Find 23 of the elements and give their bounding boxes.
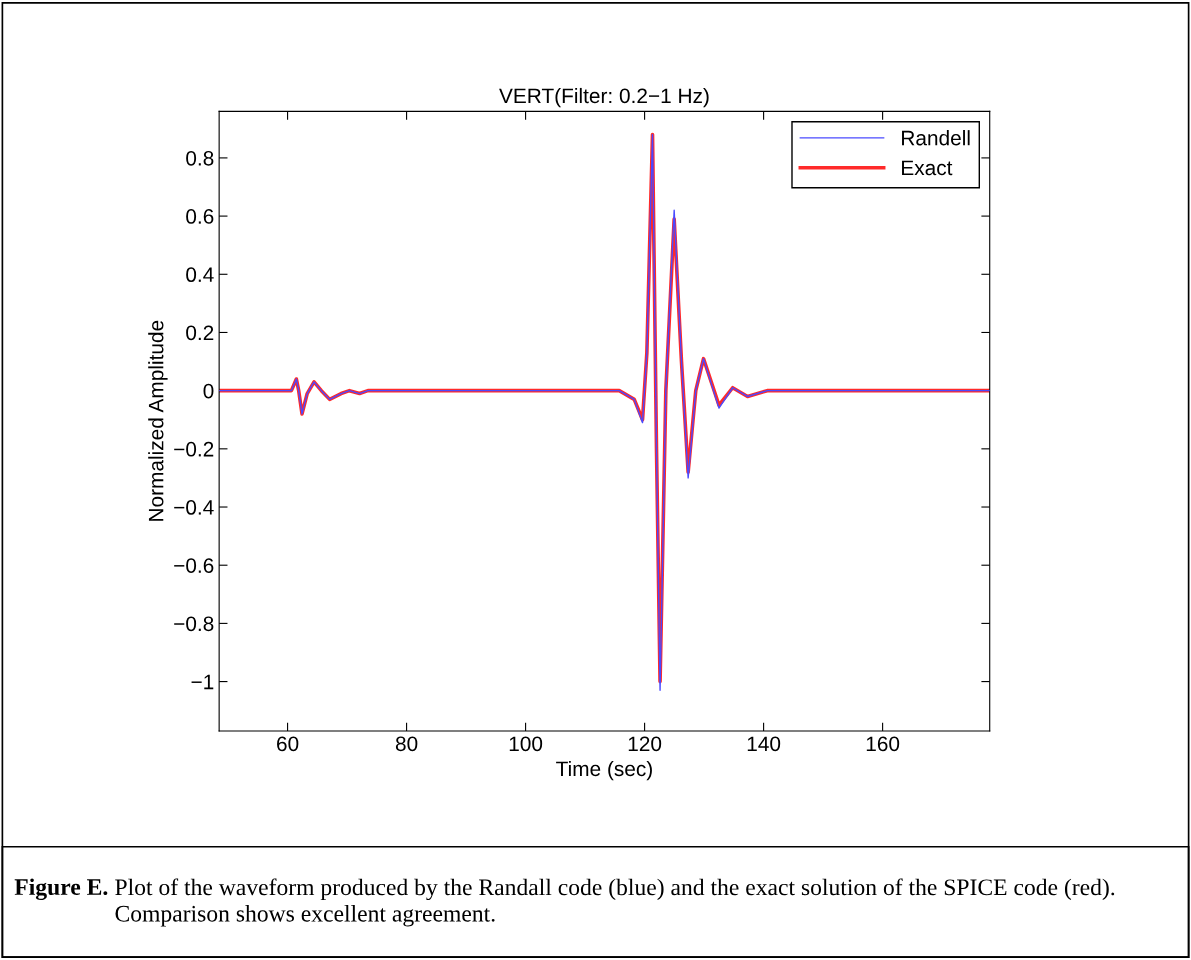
x-tick-label: 60 xyxy=(277,736,299,752)
y-tick-label: −0.2 xyxy=(174,441,214,457)
y-tick-label: 0 xyxy=(203,383,214,399)
text: Plot of the waveform produced by the Randall code (blue) and the exact solution of the SPICE code (red). Comparison shows excellent agreement. xyxy=(115,878,1115,927)
y-tick-label: −0.8 xyxy=(174,616,214,632)
x-tick-label: 120 xyxy=(628,736,662,752)
legend-label: Randell xyxy=(902,130,970,146)
x-axis-title: Time (sec) xyxy=(556,760,652,781)
legend-label: Exact xyxy=(902,160,953,176)
y-tick-label: −0.6 xyxy=(174,558,214,573)
x-tick-label: 100 xyxy=(509,736,543,752)
x-tick-label: 160 xyxy=(866,736,900,752)
x-tick-label: 140 xyxy=(747,736,781,752)
y-tick-label: 0.4 xyxy=(186,267,214,283)
x-tick-label: 80 xyxy=(395,736,418,752)
y-tick-label: 0.2 xyxy=(186,325,214,341)
chart-title: VERT(Filter: 0.2−1 Hz) xyxy=(499,87,709,108)
y-tick-label: 0.6 xyxy=(186,209,214,224)
y-tick-label: −0.4 xyxy=(174,500,214,515)
y-tick-label: −1 xyxy=(191,674,214,690)
text: Figure E. xyxy=(14,878,108,900)
y-axis-title: Normalized Amplitude xyxy=(148,320,168,521)
y-tick-label: 0.8 xyxy=(186,150,214,166)
